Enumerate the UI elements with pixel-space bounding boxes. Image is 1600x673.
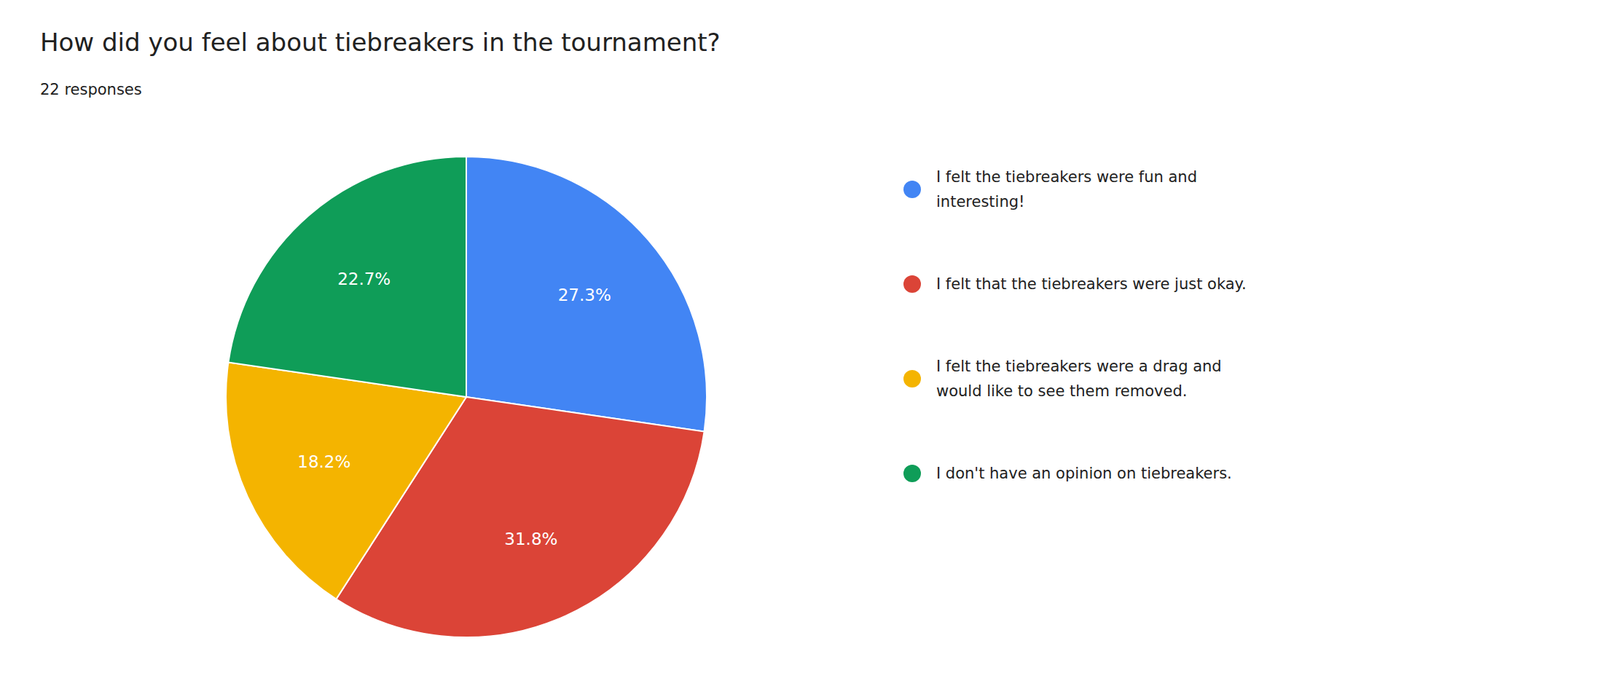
legend-label-line: I felt the tiebreakers were fun and	[936, 168, 1198, 186]
chart: How did you feel about tiebreakers in th…	[0, 0, 1600, 673]
legend-label-line: I don't have an opinion on tiebreakers.	[936, 464, 1233, 483]
subtitle: 22 responses	[40, 80, 143, 99]
legend-label-line: would like to see them removed.	[936, 382, 1187, 400]
slice	[466, 156, 707, 433]
legend-item: I felt that the tiebreakers were just ok…	[903, 275, 1247, 293]
data-label: 27.3%	[558, 285, 612, 305]
legend-item: I don't have an opinion on tiebreakers.	[903, 464, 1233, 483]
legend-marker	[903, 180, 921, 199]
legend-item: I felt the tiebreakers were fun and inter…	[903, 168, 1198, 211]
legend-marker	[903, 370, 921, 388]
pie	[225, 156, 707, 638]
data-label: 22.7%	[337, 269, 391, 289]
legend-label-line: interesting!	[936, 193, 1025, 211]
legend-item: I felt the tiebreakers were a drag and wo…	[903, 357, 1222, 400]
title: How did you feel about tiebreakers in th…	[40, 27, 721, 57]
slice	[225, 362, 467, 599]
legend-label: I felt the tiebreakers were a drag and wo…	[936, 357, 1222, 400]
legend-marker	[903, 464, 921, 483]
data-label: 31.8%	[504, 529, 558, 549]
legend-label: I don't have an opinion on tiebreakers.	[936, 464, 1233, 483]
legend-label-line: I felt the tiebreakers were a drag and	[936, 357, 1222, 376]
legend-label: I felt that the tiebreakers were just ok…	[936, 275, 1247, 293]
data-label: 18.2%	[297, 452, 351, 472]
legend: I felt the tiebreakers were fun and inter…	[903, 168, 1247, 483]
legend-label-line: I felt that the tiebreakers were just ok…	[936, 275, 1247, 293]
legend-marker	[903, 275, 921, 293]
slice	[228, 156, 467, 398]
data-labels: 27.3% 31.8% 18.2% 22.7%	[297, 269, 612, 549]
legend-label: I felt the tiebreakers were fun and inter…	[936, 168, 1198, 211]
